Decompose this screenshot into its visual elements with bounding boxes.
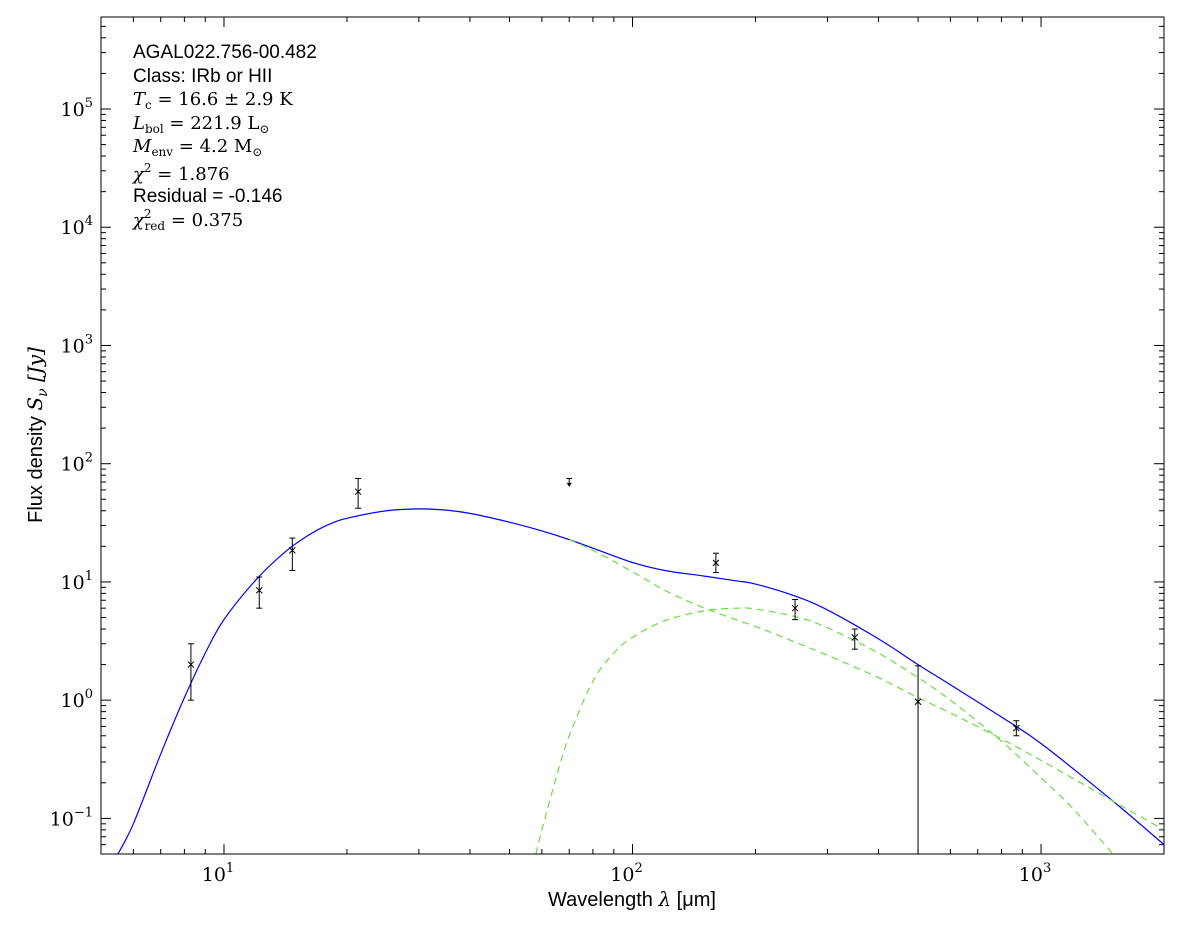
annotation-chi2-red: χ2 red = 0.375 <box>131 207 243 233</box>
point-marker <box>1012 724 1020 732</box>
plot-area <box>101 17 1164 854</box>
data-point <box>791 599 799 621</box>
major-ticks <box>101 17 1164 854</box>
annotation-class: Class: IRb or HII <box>133 66 272 87</box>
data-point <box>255 576 263 609</box>
point-marker <box>354 488 362 496</box>
annotation-residual: Residual = -0.146 <box>133 186 282 207</box>
plot-frame <box>100 16 1165 855</box>
data-point <box>354 477 362 509</box>
point-marker <box>288 546 296 554</box>
y-tick-label: 105 <box>61 96 93 121</box>
x-tick-label: 101 <box>202 861 234 886</box>
annotation-block: AGAL022.756-00.482 Class: IRb or HII Tc … <box>131 42 317 233</box>
y-tick-label: 102 <box>61 451 93 476</box>
x-tick-labels: 101 102 103 <box>202 861 1052 886</box>
y-tick-label: 100 <box>61 687 93 712</box>
y-tick-label: 103 <box>61 332 93 357</box>
upper-limit <box>566 477 573 487</box>
upper-limit-arrow <box>566 482 572 487</box>
point-marker <box>791 604 799 612</box>
model-component-curve-1 <box>568 539 1164 831</box>
point-marker <box>914 698 922 706</box>
y-tick-label: 101 <box>61 569 93 594</box>
data-point <box>712 552 720 574</box>
x-tick-label: 102 <box>610 861 642 886</box>
annotation-chi2: χ2 = 1.876 <box>131 161 230 185</box>
data-point <box>288 537 296 571</box>
data-point <box>1012 720 1020 737</box>
x-tick-label: 103 <box>1019 861 1051 886</box>
point-marker <box>255 586 263 594</box>
annotation-tc: Tc = 16.6 ± 2.9 K <box>133 89 293 112</box>
data-point <box>187 643 195 701</box>
x-axis-title: Wavelength λ [μm] <box>548 887 716 911</box>
model-component-curve-2 <box>535 607 1114 854</box>
annotation-menv: Menv = 4.2 M⊙ <box>132 136 262 159</box>
data-point <box>851 628 859 650</box>
series-layer <box>117 508 1164 854</box>
total-model-curve <box>117 508 1164 854</box>
point-marker <box>851 633 859 641</box>
data-point <box>914 665 922 854</box>
y-tick-labels: 10−1 100 101 102 103 104 105 <box>50 96 93 830</box>
point-marker <box>187 661 195 668</box>
annotation-source: AGAL022.756-00.482 <box>133 42 317 63</box>
point-marker <box>712 559 720 567</box>
y-tick-label: 104 <box>61 214 93 239</box>
annotation-lbol: Lbol = 221.9 L⊙ <box>132 113 270 136</box>
y-tick-label: 10−1 <box>50 805 93 830</box>
points-layer <box>187 477 1020 854</box>
y-axis-title: Flux density Sν [Jy] <box>23 347 51 523</box>
minor-ticks <box>100 16 1165 855</box>
